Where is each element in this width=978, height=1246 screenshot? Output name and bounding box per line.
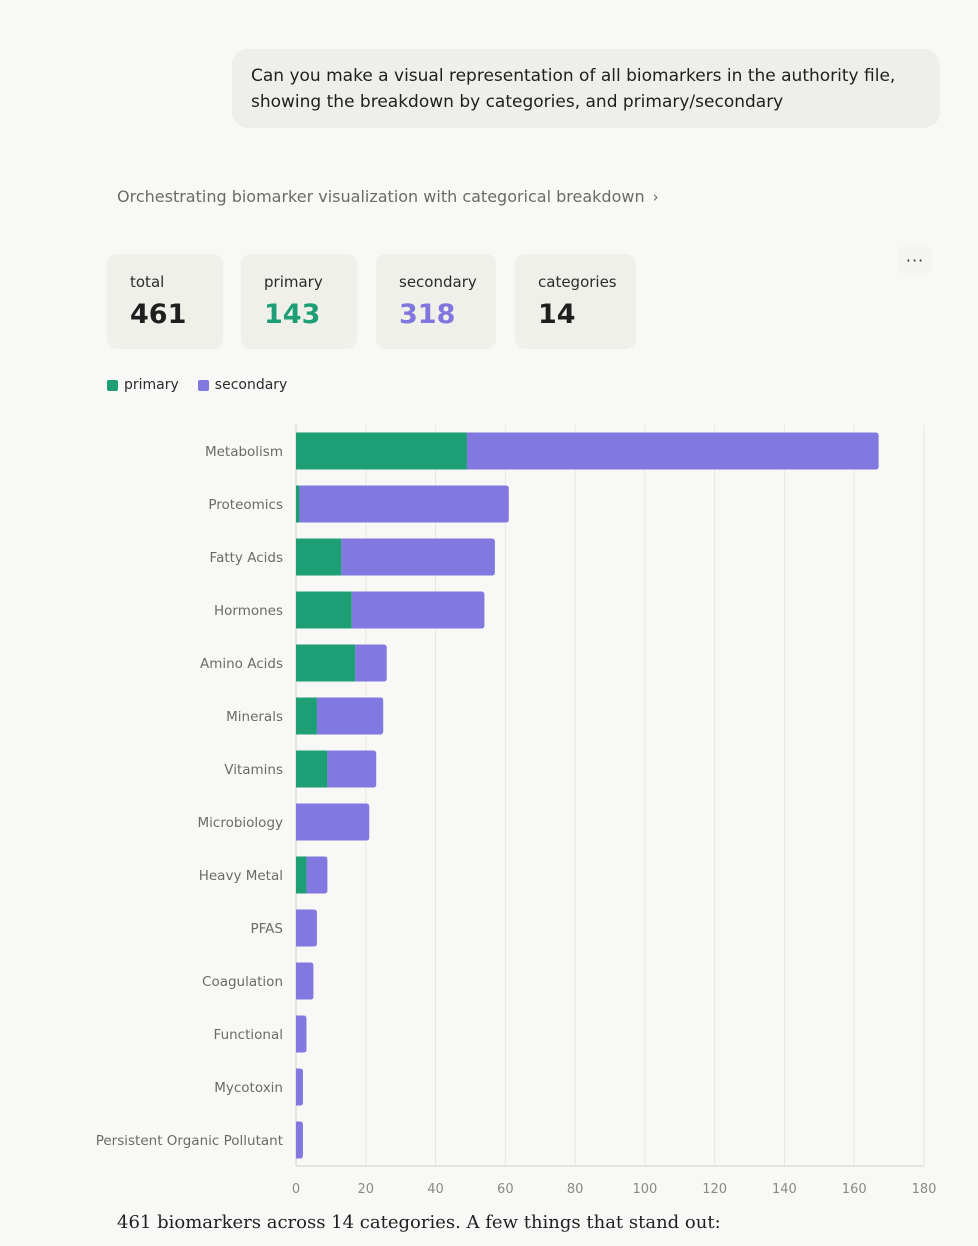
stat-label: total (130, 273, 165, 291)
bar-secondary (355, 644, 387, 682)
bar-primary (296, 432, 467, 470)
bar-secondary (296, 909, 317, 947)
bar-secondary (296, 1068, 303, 1106)
bar-secondary (327, 750, 377, 788)
stat-label: primary (264, 273, 323, 291)
y-category-label: Metabolism (205, 444, 283, 460)
x-tick-label: 180 (912, 1182, 937, 1197)
bar-secondary (466, 432, 879, 470)
legend-item-secondary: secondary (197, 377, 288, 393)
bar-primary (296, 485, 300, 523)
x-tick-label: 40 (427, 1182, 444, 1197)
stat-value: 461 (130, 299, 187, 330)
bar-secondary (341, 538, 495, 576)
bar-primary (296, 538, 342, 576)
bar-secondary (351, 591, 485, 629)
y-category-label: Mycotoxin (214, 1080, 283, 1096)
x-tick-label: 100 (632, 1182, 657, 1197)
bar-primary (296, 591, 352, 629)
bar-secondary (296, 1121, 303, 1159)
legend-swatch-secondary (197, 379, 209, 391)
bar-secondary (296, 803, 370, 841)
bar-primary (296, 750, 328, 788)
summary-text: 461 biomarkers across 14 categories. A f… (117, 1212, 721, 1233)
legend-label: secondary (214, 377, 288, 393)
stat-value: 14 (538, 299, 576, 330)
stat-value: 143 (264, 299, 321, 330)
y-category-label: Persistent Organic Pollutant (96, 1133, 283, 1149)
x-tick-label: 140 (772, 1182, 797, 1197)
y-category-label: Vitamins (224, 762, 283, 778)
y-category-label: Heavy Metal (199, 868, 283, 884)
x-tick-label: 60 (497, 1182, 514, 1197)
stat-label: secondary (399, 273, 477, 291)
legend-item-primary: primary (107, 377, 179, 393)
chevron-right-icon: › (652, 188, 659, 206)
x-tick-label: 160 (842, 1182, 867, 1197)
bar-primary (296, 856, 307, 894)
bar-secondary (316, 697, 384, 735)
x-tick-label: 0 (292, 1182, 300, 1197)
bar-primary (296, 644, 356, 682)
bar-secondary (296, 1015, 307, 1053)
chart-legend: primary secondary (107, 377, 306, 393)
stat-label: categories (538, 273, 617, 291)
thinking-summary[interactable]: Orchestrating biomarker visualization wi… (117, 187, 659, 206)
stat-card-primary: primary 143 (241, 254, 357, 349)
y-category-label: Amino Acids (200, 656, 283, 672)
stat-card-total: total 461 (107, 254, 223, 349)
stat-value: 318 (399, 299, 456, 330)
legend-label: primary (124, 377, 179, 393)
y-category-label: Coagulation (202, 974, 283, 990)
more-options-button[interactable]: ··· (898, 245, 932, 275)
x-tick-label: 120 (702, 1182, 727, 1197)
bar-secondary (306, 856, 328, 894)
user-message: Can you make a visual representation of … (232, 49, 940, 128)
y-category-label: PFAS (251, 921, 283, 937)
x-tick-label: 80 (567, 1182, 584, 1197)
stat-card-secondary: secondary 318 (376, 254, 496, 349)
y-category-label: Fatty Acids (210, 550, 283, 566)
y-category-label: Functional (214, 1027, 283, 1043)
thinking-label: Orchestrating biomarker visualization wi… (117, 187, 645, 206)
y-category-label: Microbiology (198, 815, 283, 831)
y-category-label: Minerals (226, 709, 283, 725)
bar-secondary (296, 962, 314, 1000)
stat-card-categories: categories 14 (515, 254, 636, 349)
y-category-label: Proteomics (208, 497, 283, 513)
bar-primary (296, 697, 317, 735)
x-tick-label: 20 (358, 1182, 375, 1197)
legend-swatch-primary (107, 379, 118, 391)
y-category-label: Hormones (214, 603, 283, 619)
bar-secondary (299, 485, 509, 523)
